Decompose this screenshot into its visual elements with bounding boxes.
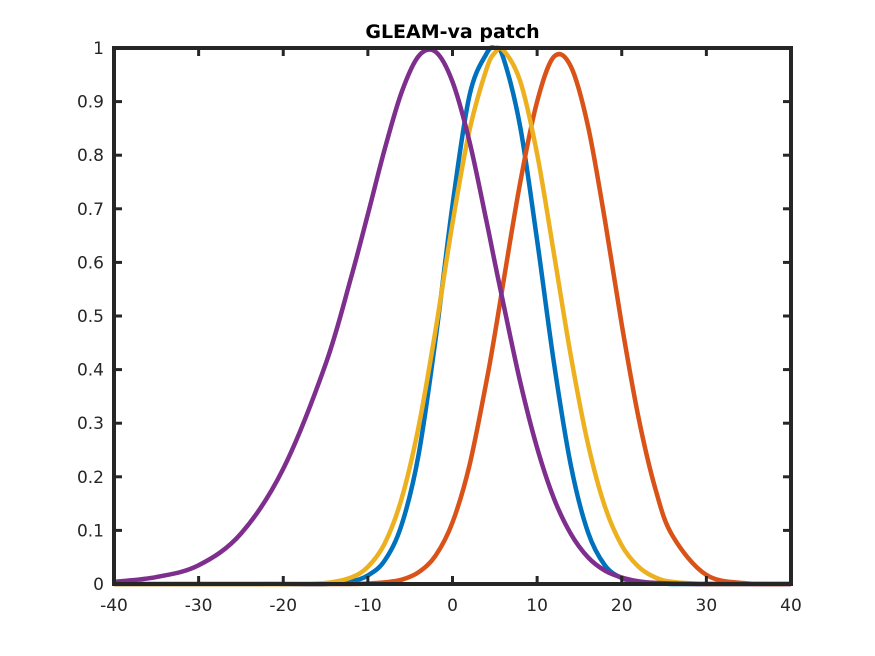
y-tick-label: 1 [93,39,104,59]
chart-title: GLEAM-va patch [365,21,539,43]
x-tick-label: 0 [447,596,458,616]
x-tick-label: -10 [354,596,382,616]
y-tick-label: 0 [93,575,104,595]
x-tick-label: -20 [269,596,297,616]
y-tick-label: 0.6 [77,253,104,273]
x-tick-label: 10 [526,596,548,616]
y-tick-label: 0.8 [77,146,104,166]
axes-frame [112,46,793,586]
series-line-4 [113,47,791,587]
plot-area [114,48,791,584]
x-tick-label: -40 [100,596,128,616]
y-tick-label: 0.2 [77,468,104,488]
y-tick-label: 0.1 [77,521,104,541]
x-tick-label: 20 [611,596,633,616]
y-tick-label: 0.5 [77,307,104,327]
y-tick-label: 0.4 [77,361,104,381]
x-tick-label: 30 [696,596,718,616]
x-tick-label: 40 [780,596,802,616]
x-tick-label: -30 [185,596,213,616]
y-tick-label: 0.3 [77,414,104,434]
y-tick-label: 0.9 [77,93,104,113]
y-tick-label: 0.7 [77,200,104,220]
